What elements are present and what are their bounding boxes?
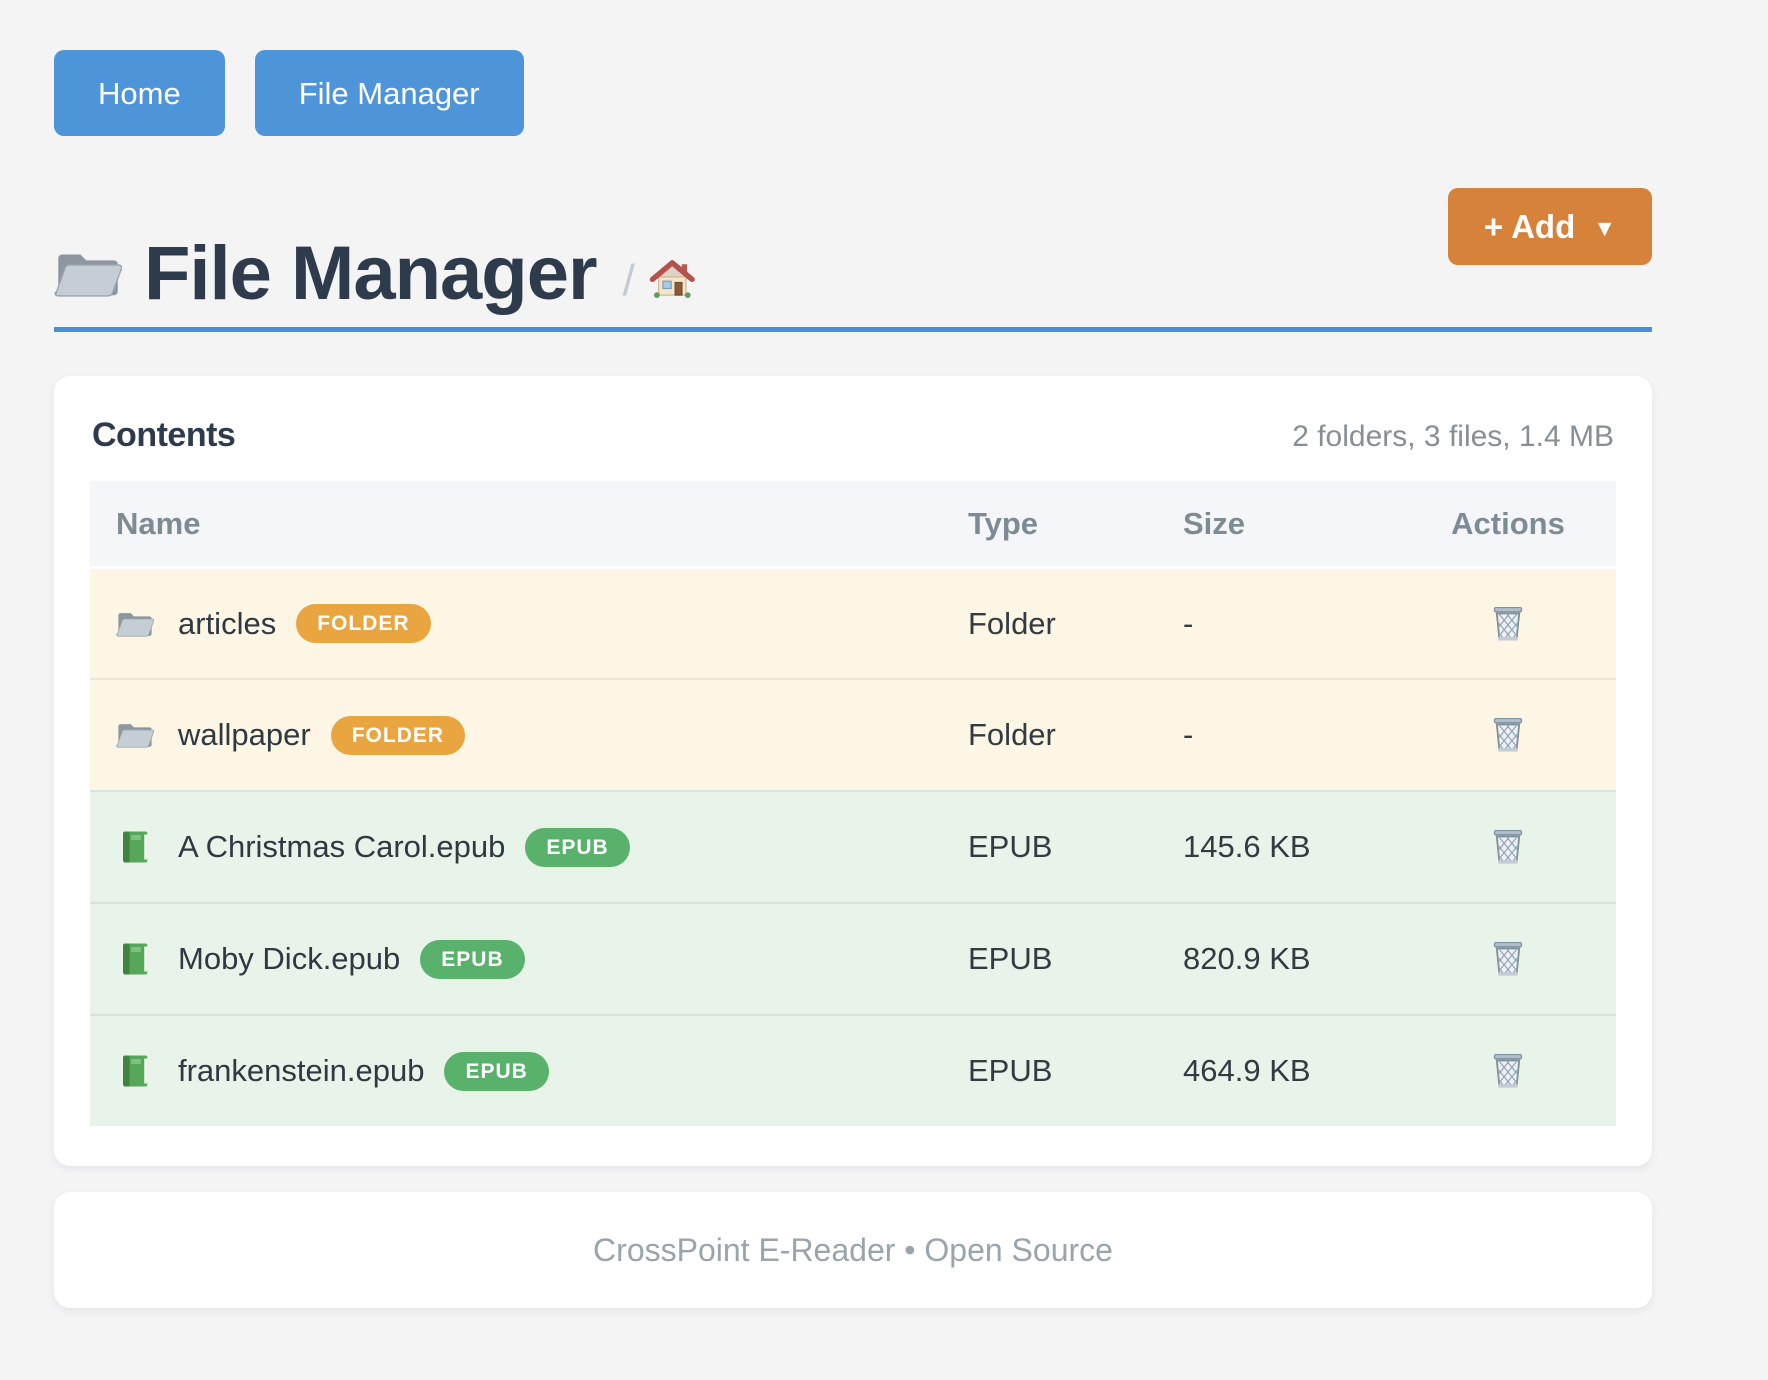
- wastebasket-icon: [1490, 1051, 1526, 1091]
- actions-cell: [1400, 1047, 1616, 1095]
- table-row[interactable]: articles FOLDER Folder -: [90, 566, 1616, 678]
- folder-icon: [116, 717, 154, 753]
- file-size: 145.6 KB: [1183, 829, 1311, 864]
- green-book-icon: [116, 941, 154, 977]
- footer-card: CrossPoint E-Reader • Open Source: [54, 1192, 1652, 1308]
- table-row[interactable]: Moby Dick.epub EPUB EPUB 820.9 KB: [90, 902, 1616, 1014]
- delete-button[interactable]: [1486, 1047, 1530, 1095]
- folder-icon: [116, 606, 154, 642]
- name-cell: Moby Dick.epub EPUB: [90, 939, 940, 979]
- open-folder-icon: [54, 245, 122, 303]
- name-cell: articles FOLDER: [90, 604, 940, 643]
- file-size: -: [1183, 605, 1194, 641]
- title-wrap: File Manager /: [54, 188, 695, 312]
- table-row[interactable]: A Christmas Carol.epub EPUB EPUB 145.6 K…: [90, 790, 1616, 902]
- delete-button[interactable]: [1486, 711, 1530, 759]
- page-title: File Manager: [144, 231, 598, 316]
- contents-card-header: Contents 2 folders, 3 files, 1.4 MB: [92, 416, 1614, 455]
- actions-cell: [1400, 600, 1616, 648]
- add-button-label: + Add: [1483, 207, 1576, 245]
- file-name-link[interactable]: articles: [178, 605, 277, 641]
- file-type-badge: FOLDER: [330, 715, 466, 755]
- caret-down-icon: ▼: [1593, 215, 1616, 241]
- breadcrumb-separator: /: [622, 256, 635, 305]
- wastebasket-icon: [1490, 604, 1526, 644]
- nav-file-manager-button[interactable]: File Manager: [254, 50, 524, 136]
- column-header-actions: Actions: [1451, 505, 1565, 541]
- actions-cell: [1400, 823, 1616, 871]
- file-name-link[interactable]: wallpaper: [178, 717, 311, 752]
- contents-card: Contents 2 folders, 3 files, 1.4 MB Name…: [54, 376, 1652, 1166]
- file-table-header: Name Type Size Actions: [90, 481, 1616, 566]
- contents-summary: 2 folders, 3 files, 1.4 MB: [1292, 420, 1614, 453]
- file-table-body: articles FOLDER Folder - wallpaper FOLDE…: [90, 566, 1616, 1126]
- name-cell: frankenstein.epub EPUB: [90, 1051, 940, 1091]
- actions-cell: [1400, 935, 1616, 983]
- file-name-link[interactable]: frankenstein.epub: [178, 1053, 425, 1088]
- name-cell: A Christmas Carol.epub EPUB: [90, 827, 940, 867]
- file-name-link[interactable]: Moby Dick.epub: [178, 941, 401, 976]
- wastebasket-icon: [1490, 715, 1526, 755]
- contents-title: Contents: [92, 416, 236, 454]
- column-header-type: Type: [968, 505, 1039, 541]
- table-row[interactable]: frankenstein.epub EPUB EPUB 464.9 KB: [90, 1014, 1616, 1126]
- file-type: EPUB: [968, 829, 1053, 864]
- file-name-link[interactable]: A Christmas Carol.epub: [178, 829, 506, 864]
- delete-button[interactable]: [1486, 823, 1530, 871]
- title-divider: [54, 327, 1652, 332]
- file-table: Name Type Size Actions articles FOLDER F…: [90, 481, 1616, 1126]
- file-type: Folder: [968, 717, 1056, 752]
- column-header-size: Size: [1183, 505, 1246, 541]
- name-cell: wallpaper FOLDER: [90, 715, 940, 755]
- file-type-badge: EPUB: [444, 1051, 549, 1091]
- nav-home-button[interactable]: Home: [54, 50, 225, 136]
- file-type: EPUB: [968, 941, 1053, 976]
- wastebasket-icon: [1490, 939, 1526, 979]
- delete-button[interactable]: [1486, 935, 1530, 983]
- green-book-icon: [116, 1053, 154, 1089]
- green-book-icon: [116, 829, 154, 865]
- house-icon[interactable]: [649, 258, 695, 302]
- top-nav: Home File Manager: [54, 0, 1768, 136]
- add-button[interactable]: + Add ▼: [1447, 188, 1652, 265]
- table-row[interactable]: wallpaper FOLDER Folder -: [90, 678, 1616, 790]
- file-type-badge: EPUB: [420, 939, 525, 979]
- page-header: File Manager / + Add ▼: [54, 188, 1652, 312]
- file-type: EPUB: [968, 1053, 1053, 1088]
- file-size: 820.9 KB: [1183, 941, 1311, 976]
- file-size: 464.9 KB: [1183, 1053, 1311, 1088]
- actions-cell: [1400, 711, 1616, 759]
- column-header-name: Name: [116, 505, 201, 541]
- wastebasket-icon: [1490, 827, 1526, 867]
- delete-button[interactable]: [1486, 600, 1530, 648]
- file-type: Folder: [968, 605, 1056, 641]
- file-type-badge: EPUB: [525, 827, 630, 867]
- file-size: -: [1183, 717, 1194, 752]
- file-type-badge: FOLDER: [296, 604, 431, 643]
- footer-text: CrossPoint E-Reader • Open Source: [593, 1231, 1113, 1268]
